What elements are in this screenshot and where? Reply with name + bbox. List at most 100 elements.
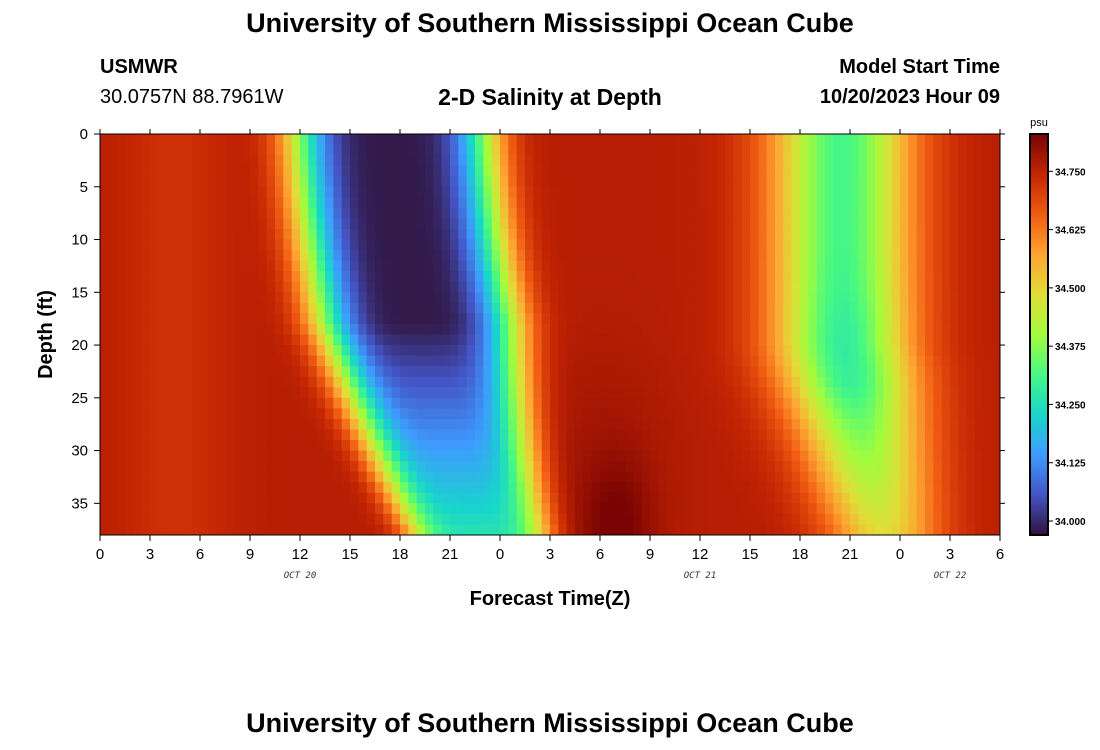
heatmap-cell (208, 176, 218, 188)
heatmap-cell (683, 482, 693, 494)
heatmap-cell (716, 186, 726, 198)
heatmap-cell (800, 334, 809, 346)
heatmap-cell (925, 482, 934, 494)
heatmap-cell (266, 376, 276, 388)
heatmap-cell (441, 461, 451, 473)
heatmap-cell (283, 440, 293, 452)
heatmap-cell (750, 355, 759, 367)
heatmap-cell (600, 471, 609, 483)
heatmap-cell (433, 144, 443, 156)
heatmap-cell (125, 176, 134, 188)
heatmap-cell (591, 207, 601, 219)
heatmap-cell (591, 397, 601, 409)
y-tick-label: 15 (71, 284, 88, 301)
heatmap-cell (650, 134, 659, 146)
heatmap-cell (183, 165, 193, 177)
heatmap-cell (658, 302, 668, 314)
heatmap-cell (100, 134, 109, 146)
heatmap-cell (558, 387, 568, 399)
heatmap-cell (800, 503, 809, 515)
heatmap-cell (341, 503, 351, 515)
heatmap-cell (625, 524, 634, 536)
heatmap-cell (358, 323, 368, 335)
heatmap-cell (933, 503, 943, 515)
heatmap-cell (200, 471, 209, 483)
heatmap-cell (675, 334, 684, 346)
heatmap-cell (250, 503, 259, 515)
heatmap-cell (750, 334, 759, 346)
heatmap-cell (516, 397, 526, 409)
heatmap-cell (391, 345, 401, 357)
heatmap-cell (541, 292, 551, 304)
heatmap-cell (733, 429, 743, 441)
heatmap-cell (750, 376, 759, 388)
y-tick-label: 20 (71, 337, 88, 354)
heatmap-cell (916, 355, 926, 367)
heatmap-cell (191, 397, 201, 409)
heatmap-cell (658, 292, 668, 304)
heatmap-cell (300, 302, 309, 314)
heatmap-cell (808, 271, 818, 283)
heatmap-cell (358, 492, 368, 504)
heatmap-cell (766, 376, 776, 388)
heatmap-cell (241, 218, 251, 230)
heatmap-cell (866, 513, 876, 525)
heatmap-cell (500, 260, 509, 272)
heatmap-cell (200, 524, 209, 536)
heatmap-cell (666, 323, 676, 335)
heatmap-cell (525, 197, 534, 209)
heatmap-cell (575, 323, 584, 335)
heatmap-cell (691, 281, 701, 293)
heatmap-cell (283, 239, 293, 251)
heatmap-cell (833, 492, 843, 504)
heatmap-cell (733, 461, 743, 473)
heatmap-cell (833, 418, 843, 430)
heatmap-cell (383, 323, 393, 335)
heatmap-cell (108, 155, 118, 167)
heatmap-cell (100, 471, 109, 483)
heatmap-cell (675, 513, 684, 525)
heatmap-cell (633, 440, 643, 452)
heatmap-cell (391, 513, 401, 525)
heatmap-cell (216, 218, 226, 230)
heatmap-cell (883, 134, 893, 146)
heatmap-cell (175, 144, 184, 156)
heatmap-cell (250, 471, 259, 483)
heatmap-cell (141, 408, 151, 420)
heatmap-cell (900, 176, 909, 188)
heatmap-cell (941, 186, 951, 198)
heatmap-cell (141, 471, 151, 483)
heatmap-cell (758, 197, 768, 209)
heatmap-cell (450, 260, 459, 272)
heatmap-cell (866, 408, 876, 420)
heatmap-cell (233, 165, 243, 177)
heatmap-cell (266, 292, 276, 304)
heatmap-cell (425, 239, 434, 251)
heatmap-cell (583, 376, 593, 388)
heatmap-cell (591, 503, 601, 515)
heatmap-cell (983, 355, 993, 367)
heatmap-cell (950, 218, 959, 230)
heatmap-cell (758, 397, 768, 409)
heatmap-cell (983, 450, 993, 462)
heatmap-cell (133, 281, 143, 293)
heatmap-cell (183, 134, 193, 146)
heatmap-cell (325, 334, 334, 346)
heatmap-cell (866, 450, 876, 462)
heatmap-cell (383, 313, 393, 325)
heatmap-cell (841, 334, 851, 346)
heatmap-cell (308, 207, 318, 219)
heatmap-cell (283, 492, 293, 504)
heatmap-cell (183, 387, 193, 399)
heatmap-cell (941, 313, 951, 325)
heatmap-cell (141, 250, 151, 262)
heatmap-cell (491, 482, 501, 494)
heatmap-cell (916, 418, 926, 430)
heatmap-cell (566, 302, 576, 314)
heatmap-cell (816, 134, 826, 146)
heatmap-cell (725, 334, 734, 346)
heatmap-cell (150, 471, 159, 483)
heatmap-cell (725, 197, 734, 209)
heatmap-cell (391, 134, 401, 146)
heatmap-cell (166, 260, 176, 272)
